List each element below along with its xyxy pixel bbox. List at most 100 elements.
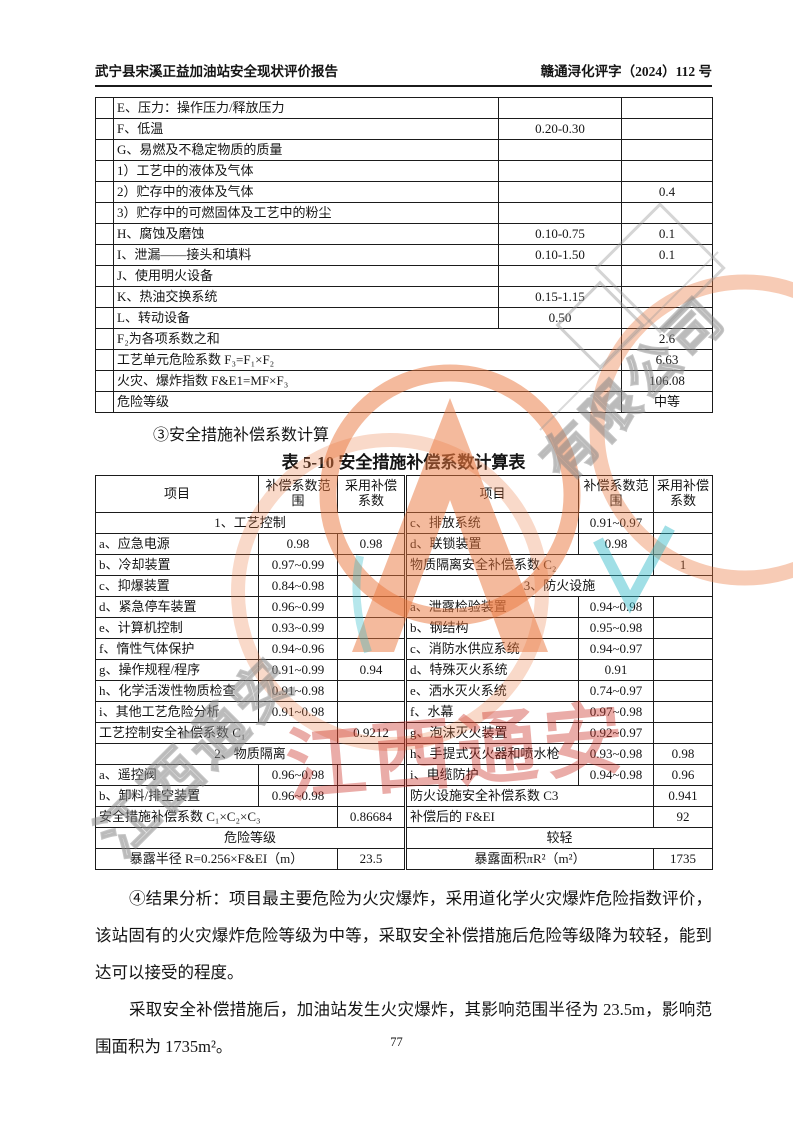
comp-item-label: 防火设施安全补偿系数 C3	[404, 785, 654, 807]
coefficient-value	[621, 286, 713, 308]
comp-row: e、计算机控制 0.93~0.99 b、钢结构 0.95~0.98	[95, 617, 713, 639]
coefficient-value: 106.08	[621, 370, 713, 392]
impact-range-paragraph: 采取安全补偿措施后，加油站发生火灾爆炸，其影响范围半径为 23.5m，影响范围面…	[95, 1000, 712, 1056]
comp-item-label: f、水幕	[404, 701, 579, 723]
col-header-item: 项目	[404, 475, 579, 513]
coefficient-range	[498, 97, 622, 119]
comp-adopt-value: 1735	[653, 848, 713, 870]
comp-adopt-value	[337, 575, 406, 597]
comp-adopt-value	[337, 617, 406, 639]
comp-range-value: 0.95~0.98	[578, 617, 654, 639]
comp-adopt-value: 0.98	[337, 533, 406, 555]
comp-adopt-value: 0.94	[337, 659, 406, 681]
hazard-label: H、腐蚀及磨蚀	[113, 223, 499, 245]
comp-range-value: 0.91~0.99	[258, 659, 338, 681]
comp-range-value: 0.94~0.96	[258, 638, 338, 660]
comp-row: a、遥控阀 0.96~0.98 i、电缆防护 0.94~0.98 0.96	[95, 764, 713, 786]
hazard-label: L、转动设备	[113, 307, 499, 329]
hazard-row: I、泄漏——接头和填料 0.10-1.50 0.1	[95, 244, 713, 266]
comp-item-label: h、手提式灭火器和喷水枪	[404, 743, 579, 765]
hazard-label: F₂为各项系数之和	[113, 328, 622, 350]
comp-adopt-value	[653, 533, 713, 555]
hazard-row: 工艺单元危险系数 F₃=F₁×F₂ 6.63	[95, 349, 713, 371]
comp-item-label: b、钢结构	[404, 617, 579, 639]
hazard-row: 1）工艺中的液体及气体	[95, 160, 713, 182]
comp-range-value: 0.91~0.97	[578, 512, 654, 534]
hazard-label: 危险等级	[113, 391, 622, 413]
margin-cell	[95, 391, 114, 413]
special-hazards-table: E、压力：操作压力/释放压力 F、低温 0.20-0.30 G、易燃及不稳定物质的质量…	[95, 97, 713, 413]
coefficient-value	[621, 307, 713, 329]
coefficient-value	[621, 265, 713, 287]
coefficient-value: 2.6	[621, 328, 713, 350]
comp-adopt-value: 92	[653, 806, 713, 828]
comp-row: b、冷却装置 0.97~0.99 物质隔离安全补偿系数 C₂ 1	[95, 554, 713, 576]
margin-cell	[95, 223, 114, 245]
comp-range-value: 0.91~0.98	[258, 680, 338, 702]
comp-item-label: a、应急电源	[95, 533, 259, 555]
grade-cell: 较轻	[404, 827, 713, 849]
hazard-row: E、压力：操作压力/释放压力	[95, 97, 713, 119]
coefficient-range	[498, 160, 622, 182]
hazard-label: I、泄漏——接头和填料	[113, 244, 499, 266]
comp-adopt-value: 1	[653, 554, 713, 576]
coefficient-value	[621, 139, 713, 161]
comp-adopt-value	[653, 659, 713, 681]
margin-cell	[95, 307, 114, 329]
comp-adopt-value	[337, 785, 406, 807]
coefficient-value: 6.63	[621, 349, 713, 371]
margin-cell	[95, 286, 114, 308]
grade-cell: 危险等级	[95, 827, 406, 849]
comp-row: 危险等级 较轻	[95, 827, 713, 849]
table-caption: 表 5-10 安全措施补偿系数计算表	[281, 453, 526, 472]
comp-item-label: i、其他工艺危险分析	[95, 701, 259, 723]
comp-item-label: b、冷却装置	[95, 554, 259, 576]
comp-range-value: 0.98	[578, 533, 654, 555]
col-header-range: 补偿系数范围	[258, 475, 338, 513]
margin-cell	[95, 118, 114, 140]
comp-range-value: 0.94~0.97	[578, 638, 654, 660]
comp-adopt-value: 0.86684	[337, 806, 406, 828]
col-header-item: 项目	[95, 475, 259, 513]
page-header: 武宁县宋溪正益加油站安全现状评价报告 赣通浔化评字（2024）112 号	[95, 60, 712, 87]
margin-cell	[95, 370, 114, 392]
comp-adopt-value: 0.941	[653, 785, 713, 807]
margin-cell	[95, 139, 114, 161]
comp-adopt-value	[337, 701, 406, 723]
comp-range-value: 0.93~0.99	[258, 617, 338, 639]
coefficient-value	[621, 202, 713, 224]
comp-row: b、卸料/排空装置 0.96~0.98 防火设施安全补偿系数 C3 0.941	[95, 785, 713, 807]
result-analysis-paragraph: ④结果分析：项目最主要危险为火灾爆炸，采用道化学火灾爆炸危险指数评价，该站固有的…	[95, 889, 712, 982]
comp-range-value: 0.97~0.98	[578, 701, 654, 723]
comp-range-value: 0.94~0.98	[578, 764, 654, 786]
comp-range-value: 0.91	[578, 659, 654, 681]
comp-adopt-value	[337, 680, 406, 702]
comp-range-value: 0.93~0.98	[578, 743, 654, 765]
comp-item-label: i、电缆防护	[404, 764, 579, 786]
margin-cell	[95, 97, 114, 119]
comp-item-label: g、操作规程/程序	[95, 659, 259, 681]
comp-item-label: b、卸料/排空装置	[95, 785, 259, 807]
coefficient-value	[621, 160, 713, 182]
coefficient-range: 0.50	[498, 307, 622, 329]
comp-row: 1、工艺控制 c、排放系统 0.91~0.97	[95, 512, 713, 534]
section-heading: ③安全措施补偿系数计算	[153, 427, 330, 444]
coefficient-range	[498, 202, 622, 224]
comp-item-label: d、联锁装置	[404, 533, 579, 555]
comp-row: 2、物质隔离 h、手提式灭火器和喷水枪 0.93~0.98 0.98	[95, 743, 713, 765]
margin-cell	[95, 160, 114, 182]
margin-cell	[95, 349, 114, 371]
margin-cell	[95, 202, 114, 224]
hazard-row: F、低温 0.20-0.30	[95, 118, 713, 140]
hazard-row: 危险等级 中等	[95, 391, 713, 413]
comp-row: f、惰性气体保护 0.94~0.96 c、消防水供应系统 0.94~0.97	[95, 638, 713, 660]
comp-item-label: h、化学活泼性物质检查	[95, 680, 259, 702]
comp-row: g、操作规程/程序 0.91~0.99 0.94 d、特殊灭火系统 0.91	[95, 659, 713, 681]
comp-adopt-value	[653, 722, 713, 744]
comp-item-label: 物质隔离安全补偿系数 C₂	[404, 554, 654, 576]
comp-row: a、应急电源 0.98 0.98 d、联锁装置 0.98	[95, 533, 713, 555]
comp-adopt-value: 0.98	[653, 743, 713, 765]
hazard-label: 火灾、爆炸指数 F&E1=MF×F₃	[113, 370, 622, 392]
hazard-label: G、易燃及不稳定物质的质量	[113, 139, 499, 161]
coefficient-value	[621, 97, 713, 119]
